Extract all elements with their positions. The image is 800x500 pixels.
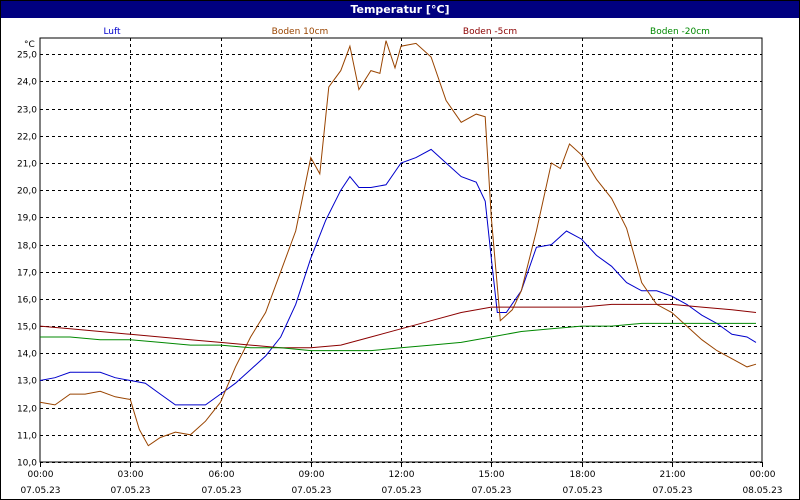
y-tick-label: 14,0 (17, 350, 37, 360)
y-tick-label: 20,0 (17, 187, 37, 197)
x-tick-date: 07.05.23 (291, 486, 331, 496)
x-tick-time: 15:00 (479, 470, 505, 480)
y-tick-label: 10,0 (17, 459, 37, 469)
y-axis-unit: °C (24, 40, 35, 50)
y-tick-label: 25,0 (17, 51, 37, 61)
x-tick-date: 07.05.23 (652, 486, 692, 496)
legend: Luft Boden 10cm Boden -5cm Boden -20cm (103, 27, 710, 37)
x-tick-date: 07.05.23 (20, 486, 60, 496)
y-tick-label: 22,0 (17, 133, 37, 143)
legend-entry: Luft (103, 27, 121, 37)
x-tick-date: 07.05.23 (201, 486, 241, 496)
series-line (39, 40, 757, 447)
x-tick-time: 06:00 (209, 470, 235, 480)
legend-entry: Boden 10cm (272, 27, 329, 37)
x-axis: 00:00 07.05.23 03:00 07.05.23 06:00 07.05.23 0… (20, 462, 783, 496)
y-tick-label: 13,0 (17, 377, 37, 387)
series-line (40, 322, 756, 352)
series-line (39, 148, 757, 406)
x-tick-time: 03:00 (118, 470, 144, 480)
y-tick-label: 19,0 (17, 214, 37, 224)
x-tick-time: 18:00 (570, 470, 596, 480)
legend-entry: Boden -20cm (650, 27, 710, 37)
y-tick-label: 24,0 (17, 78, 37, 88)
x-tick-date: 07.05.23 (110, 486, 150, 496)
x-tick-date: 07.05.23 (471, 486, 511, 496)
y-tick-label: 16,0 (17, 296, 37, 306)
x-tick-time: 12:00 (389, 470, 415, 480)
x-tick-time: 21:00 (660, 470, 686, 480)
y-axis: 10,0 11,0 12,0 13,0 14,0 15,0 16,0 17,0 18,0 19,0… (17, 51, 37, 469)
x-tick-time: 00:00 (750, 470, 776, 480)
x-tick-date: 07.05.23 (562, 486, 602, 496)
y-tick-label: 11,0 (17, 432, 37, 442)
x-tick-date: 08.05.23 (742, 486, 782, 496)
y-tick-label: 18,0 (17, 242, 37, 252)
y-tick-label: 12,0 (17, 405, 37, 415)
y-tick-label: 15,0 (17, 323, 37, 333)
series-line (39, 303, 757, 349)
y-tick-label: 17,0 (17, 269, 37, 279)
y-tick-label: 23,0 (17, 106, 37, 116)
legend-entry: Boden -5cm (463, 27, 517, 37)
y-tick-label: 21,0 (17, 160, 37, 170)
chart-title: Temperatur [°C] (1, 1, 799, 18)
x-tick-time: 00:00 (28, 470, 54, 480)
grid (40, 38, 762, 463)
x-tick-time: 09:00 (299, 470, 325, 480)
x-tick-date: 07.05.23 (381, 486, 421, 496)
series-lines (39, 40, 757, 447)
